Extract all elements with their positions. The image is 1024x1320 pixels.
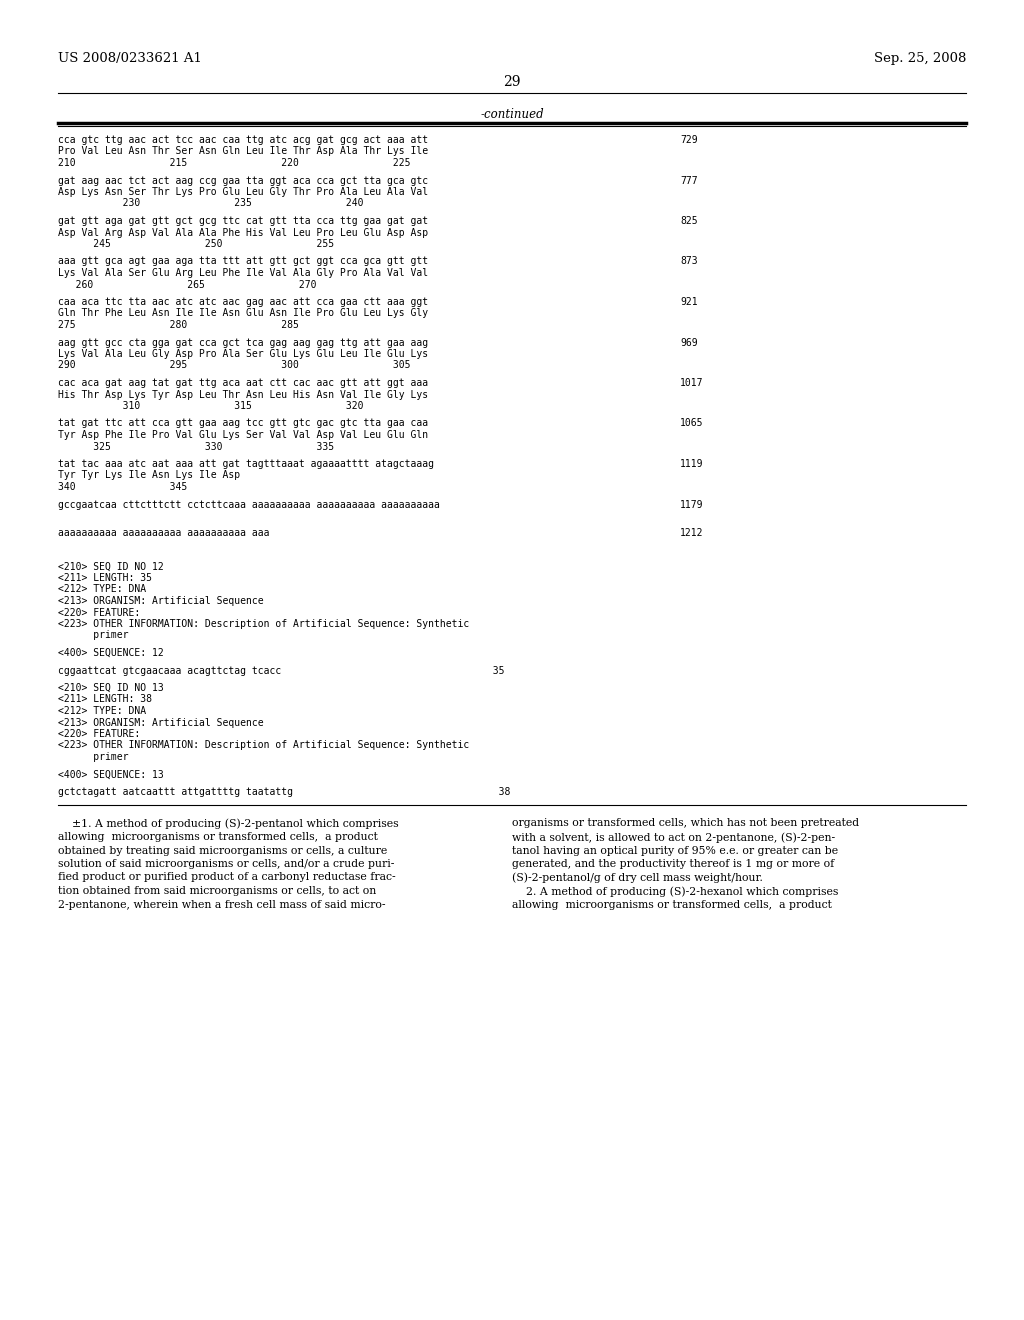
Text: <220> FEATURE:: <220> FEATURE: <box>58 607 140 618</box>
Text: <223> OTHER INFORMATION: Description of Artificial Sequence: Synthetic: <223> OTHER INFORMATION: Description of … <box>58 619 469 630</box>
Text: with a solvent, is allowed to act on 2-pentanone, (S)-2-pen-: with a solvent, is allowed to act on 2-p… <box>512 832 836 842</box>
Text: 777: 777 <box>680 176 697 186</box>
Text: 825: 825 <box>680 216 697 226</box>
Text: Gln Thr Phe Leu Asn Ile Ile Asn Glu Asn Ile Pro Glu Leu Lys Gly: Gln Thr Phe Leu Asn Ile Ile Asn Glu Asn … <box>58 309 428 318</box>
Text: Sep. 25, 2008: Sep. 25, 2008 <box>873 51 966 65</box>
Text: Tyr Tyr Lys Ile Asn Lys Ile Asp: Tyr Tyr Lys Ile Asn Lys Ile Asp <box>58 470 240 480</box>
Text: 230                235                240: 230 235 240 <box>58 198 364 209</box>
Text: 921: 921 <box>680 297 697 308</box>
Text: -continued: -continued <box>480 108 544 121</box>
Text: allowing  microorganisms or transformed cells,  a product: allowing microorganisms or transformed c… <box>58 832 378 842</box>
Text: fied product or purified product of a carbonyl reductase frac-: fied product or purified product of a ca… <box>58 873 395 883</box>
Text: gat aag aac tct act aag ccg gaa tta ggt aca cca gct tta gca gtc: gat aag aac tct act aag ccg gaa tta ggt … <box>58 176 428 186</box>
Text: Lys Val Ala Leu Gly Asp Pro Ala Ser Glu Lys Glu Leu Ile Glu Lys: Lys Val Ala Leu Gly Asp Pro Ala Ser Glu … <box>58 348 428 359</box>
Text: gccgaatcaa cttctttctt cctcttcaaa aaaaaaaaaa aaaaaaaaaa aaaaaaaaaa: gccgaatcaa cttctttctt cctcttcaaa aaaaaaa… <box>58 499 440 510</box>
Text: gat gtt aga gat gtt gct gcg ttc cat gtt tta cca ttg gaa gat gat: gat gtt aga gat gtt gct gcg ttc cat gtt … <box>58 216 428 226</box>
Text: <223> OTHER INFORMATION: Description of Artificial Sequence: Synthetic: <223> OTHER INFORMATION: Description of … <box>58 741 469 751</box>
Text: tanol having an optical purity of 95% e.e. or greater can be: tanol having an optical purity of 95% e.… <box>512 846 838 855</box>
Text: <213> ORGANISM: Artificial Sequence: <213> ORGANISM: Artificial Sequence <box>58 718 263 727</box>
Text: 210                215                220                225: 210 215 220 225 <box>58 158 411 168</box>
Text: Asp Val Arg Asp Val Ala Ala Phe His Val Leu Pro Leu Glu Asp Asp: Asp Val Arg Asp Val Ala Ala Phe His Val … <box>58 227 428 238</box>
Text: His Thr Asp Lys Tyr Asp Leu Thr Asn Leu His Asn Val Ile Gly Lys: His Thr Asp Lys Tyr Asp Leu Thr Asn Leu … <box>58 389 428 400</box>
Text: gctctagatt aatcaattt attgattttg taatattg                                   38: gctctagatt aatcaattt attgattttg taatattg… <box>58 787 510 797</box>
Text: 1119: 1119 <box>680 459 703 469</box>
Text: aaa gtt gca agt gaa aga tta ttt att gtt gct ggt cca gca gtt gtt: aaa gtt gca agt gaa aga tta ttt att gtt … <box>58 256 428 267</box>
Text: allowing  microorganisms or transformed cells,  a product: allowing microorganisms or transformed c… <box>512 899 831 909</box>
Text: aaaaaaaaaa aaaaaaaaaa aaaaaaaaaa aaa: aaaaaaaaaa aaaaaaaaaa aaaaaaaaaa aaa <box>58 528 269 539</box>
Text: 969: 969 <box>680 338 697 347</box>
Text: Tyr Asp Phe Ile Pro Val Glu Lys Ser Val Val Asp Val Leu Glu Gln: Tyr Asp Phe Ile Pro Val Glu Lys Ser Val … <box>58 430 428 440</box>
Text: <400> SEQUENCE: 12: <400> SEQUENCE: 12 <box>58 648 164 657</box>
Text: <212> TYPE: DNA: <212> TYPE: DNA <box>58 585 146 594</box>
Text: tat tac aaa atc aat aaa att gat tagtttaaat agaaaatttt atagctaaag: tat tac aaa atc aat aaa att gat tagtttaa… <box>58 459 434 469</box>
Text: 729: 729 <box>680 135 697 145</box>
Text: 2. A method of producing (S)-2-hexanol which comprises: 2. A method of producing (S)-2-hexanol w… <box>512 886 839 896</box>
Text: 260                265                270: 260 265 270 <box>58 280 316 289</box>
Text: 2-pentanone, wherein when a fresh cell mass of said micro-: 2-pentanone, wherein when a fresh cell m… <box>58 899 385 909</box>
Text: solution of said microorganisms or cells, and/or a crude puri-: solution of said microorganisms or cells… <box>58 859 394 869</box>
Text: 1017: 1017 <box>680 378 703 388</box>
Text: tion obtained from said microorganisms or cells, to act on: tion obtained from said microorganisms o… <box>58 886 376 896</box>
Text: 1179: 1179 <box>680 499 703 510</box>
Text: <400> SEQUENCE: 13: <400> SEQUENCE: 13 <box>58 770 164 780</box>
Text: US 2008/0233621 A1: US 2008/0233621 A1 <box>58 51 202 65</box>
Text: <210> SEQ ID NO 13: <210> SEQ ID NO 13 <box>58 682 164 693</box>
Text: 340                345: 340 345 <box>58 482 187 492</box>
Text: (S)-2-pentanol/g of dry cell mass weight/hour.: (S)-2-pentanol/g of dry cell mass weight… <box>512 873 763 883</box>
Text: <211> LENGTH: 35: <211> LENGTH: 35 <box>58 573 152 583</box>
Text: 275                280                285: 275 280 285 <box>58 319 299 330</box>
Text: <213> ORGANISM: Artificial Sequence: <213> ORGANISM: Artificial Sequence <box>58 597 263 606</box>
Text: cca gtc ttg aac act tcc aac caa ttg atc acg gat gcg act aaa att: cca gtc ttg aac act tcc aac caa ttg atc … <box>58 135 428 145</box>
Text: ±1. A method of producing (S)-2-pentanol which comprises: ±1. A method of producing (S)-2-pentanol… <box>58 818 398 829</box>
Text: 1065: 1065 <box>680 418 703 429</box>
Text: tat gat ttc att cca gtt gaa aag tcc gtt gtc gac gtc tta gaa caa: tat gat ttc att cca gtt gaa aag tcc gtt … <box>58 418 428 429</box>
Text: caa aca ttc tta aac atc atc aac gag aac att cca gaa ctt aaa ggt: caa aca ttc tta aac atc atc aac gag aac … <box>58 297 428 308</box>
Text: aag gtt gcc cta gga gat cca gct tca gag aag gag ttg att gaa aag: aag gtt gcc cta gga gat cca gct tca gag … <box>58 338 428 347</box>
Text: cac aca gat aag tat gat ttg aca aat ctt cac aac gtt att ggt aaa: cac aca gat aag tat gat ttg aca aat ctt … <box>58 378 428 388</box>
Text: organisms or transformed cells, which has not been pretreated: organisms or transformed cells, which ha… <box>512 818 859 829</box>
Text: 245                250                255: 245 250 255 <box>58 239 334 249</box>
Text: <211> LENGTH: 38: <211> LENGTH: 38 <box>58 694 152 705</box>
Text: 310                315                320: 310 315 320 <box>58 401 364 411</box>
Text: <220> FEATURE:: <220> FEATURE: <box>58 729 140 739</box>
Text: obtained by treating said microorganisms or cells, a culture: obtained by treating said microorganisms… <box>58 846 387 855</box>
Text: Lys Val Ala Ser Glu Arg Leu Phe Ile Val Ala Gly Pro Ala Val Val: Lys Val Ala Ser Glu Arg Leu Phe Ile Val … <box>58 268 428 279</box>
Text: Asp Lys Asn Ser Thr Lys Pro Glu Leu Gly Thr Pro Ala Leu Ala Val: Asp Lys Asn Ser Thr Lys Pro Glu Leu Gly … <box>58 187 428 197</box>
Text: 873: 873 <box>680 256 697 267</box>
Text: cggaattcat gtcgaacaaa acagttctag tcacc                                    35: cggaattcat gtcgaacaaa acagttctag tcacc 3… <box>58 665 505 676</box>
Text: <212> TYPE: DNA: <212> TYPE: DNA <box>58 706 146 715</box>
Text: 1212: 1212 <box>680 528 703 539</box>
Text: 290                295                300                305: 290 295 300 305 <box>58 360 411 371</box>
Text: 325                330                335: 325 330 335 <box>58 441 334 451</box>
Text: Pro Val Leu Asn Thr Ser Asn Gln Leu Ile Thr Asp Ala Thr Lys Ile: Pro Val Leu Asn Thr Ser Asn Gln Leu Ile … <box>58 147 428 157</box>
Text: primer: primer <box>58 631 128 640</box>
Text: generated, and the productivity thereof is 1 mg or more of: generated, and the productivity thereof … <box>512 859 835 869</box>
Text: primer: primer <box>58 752 128 762</box>
Text: <210> SEQ ID NO 12: <210> SEQ ID NO 12 <box>58 561 164 572</box>
Text: 29: 29 <box>503 75 521 88</box>
